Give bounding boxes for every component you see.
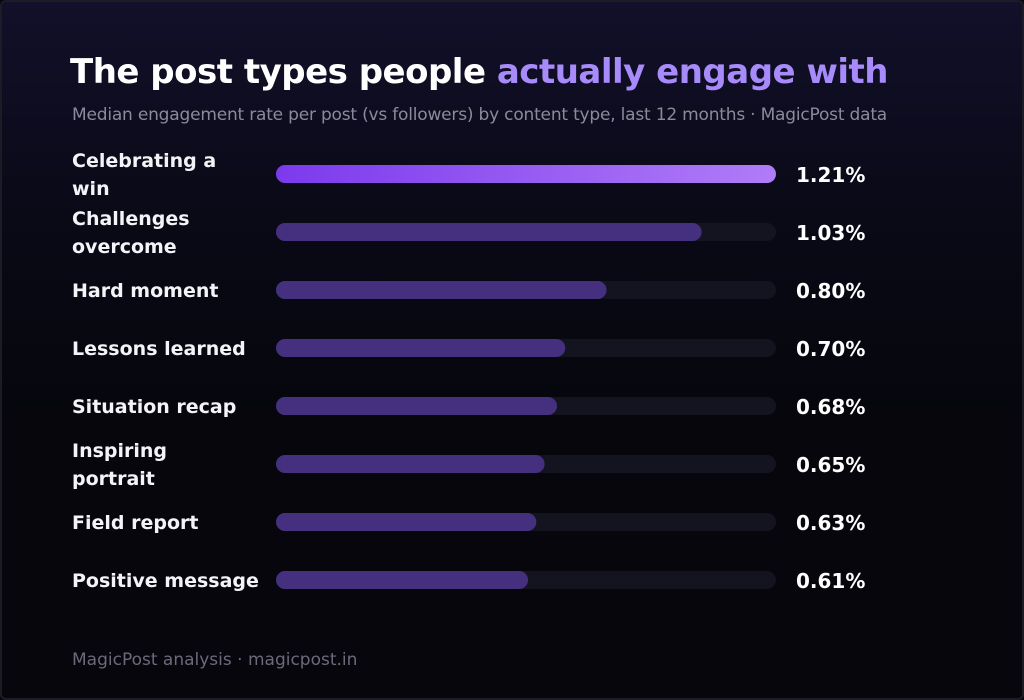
value-label: 0.61% [796,569,865,593]
bar [276,455,545,473]
value-label: 0.68% [796,395,865,419]
value-label: 0.65% [796,453,865,477]
bar [276,281,607,299]
category-label: Lessons learned [72,338,246,360]
value-label: 0.80% [796,279,865,303]
chart-subtitle: Median engagement rate per post (vs foll… [72,105,888,125]
category-label: Situation recap [72,396,236,418]
chart-footer: MagicPost analysis · magicpost.in [72,650,358,670]
chart-title: The post types people actually engage wi… [70,52,888,92]
value-label: 0.63% [796,511,865,535]
bar [276,223,702,241]
category-label: Celebrating a win [72,150,216,200]
bar [276,513,537,531]
title-main: The post types people [70,52,486,92]
category-label: Field report [72,512,198,534]
category-label: Hard moment [72,280,218,302]
bar [276,339,566,357]
bar [276,571,529,589]
bar [276,397,557,415]
category-label: Positive message [72,570,259,592]
bar [276,165,776,183]
title-accent: actually engage with [496,52,889,92]
value-label: 0.70% [796,337,865,361]
value-label: 1.21% [796,163,865,187]
category-label: Inspiring portrait [72,440,167,490]
value-label: 1.03% [796,221,865,245]
category-label: Challenges overcome [72,208,190,258]
